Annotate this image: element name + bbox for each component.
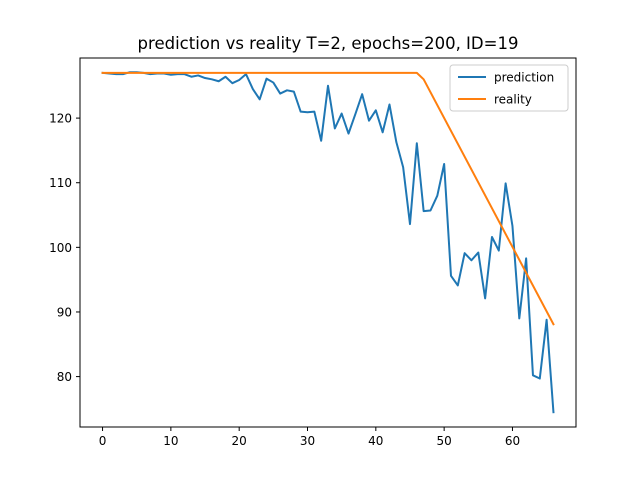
y-tick-label: 120 — [49, 112, 72, 126]
x-tick-label: 0 — [99, 434, 107, 448]
series-line-reality — [101, 71, 555, 326]
x-tick-label: 50 — [437, 434, 452, 448]
legend-label-reality: reality — [494, 93, 532, 107]
x-tick-label: 30 — [300, 434, 315, 448]
y-tick-label: 90 — [57, 305, 72, 319]
axes-frame — [79, 57, 577, 428]
x-tick-label: 10 — [163, 434, 178, 448]
axes: 0 10 20 30 40 50 60 80 90 100 110 120 — [49, 57, 577, 448]
legend: prediction reality — [449, 64, 569, 112]
y-tick-label: 100 — [49, 241, 72, 255]
y-tick-label: 110 — [49, 176, 72, 190]
x-tick-label: 20 — [232, 434, 247, 448]
y-tick-label: 80 — [57, 370, 72, 384]
x-tick-label: 40 — [368, 434, 383, 448]
plot-area — [101, 71, 555, 414]
legend-label-prediction: prediction — [494, 71, 554, 85]
series-line-prediction — [101, 71, 555, 414]
chart-title: prediction vs reality T=2, epochs=200, I… — [138, 34, 519, 53]
x-tick-label: 60 — [505, 434, 520, 448]
